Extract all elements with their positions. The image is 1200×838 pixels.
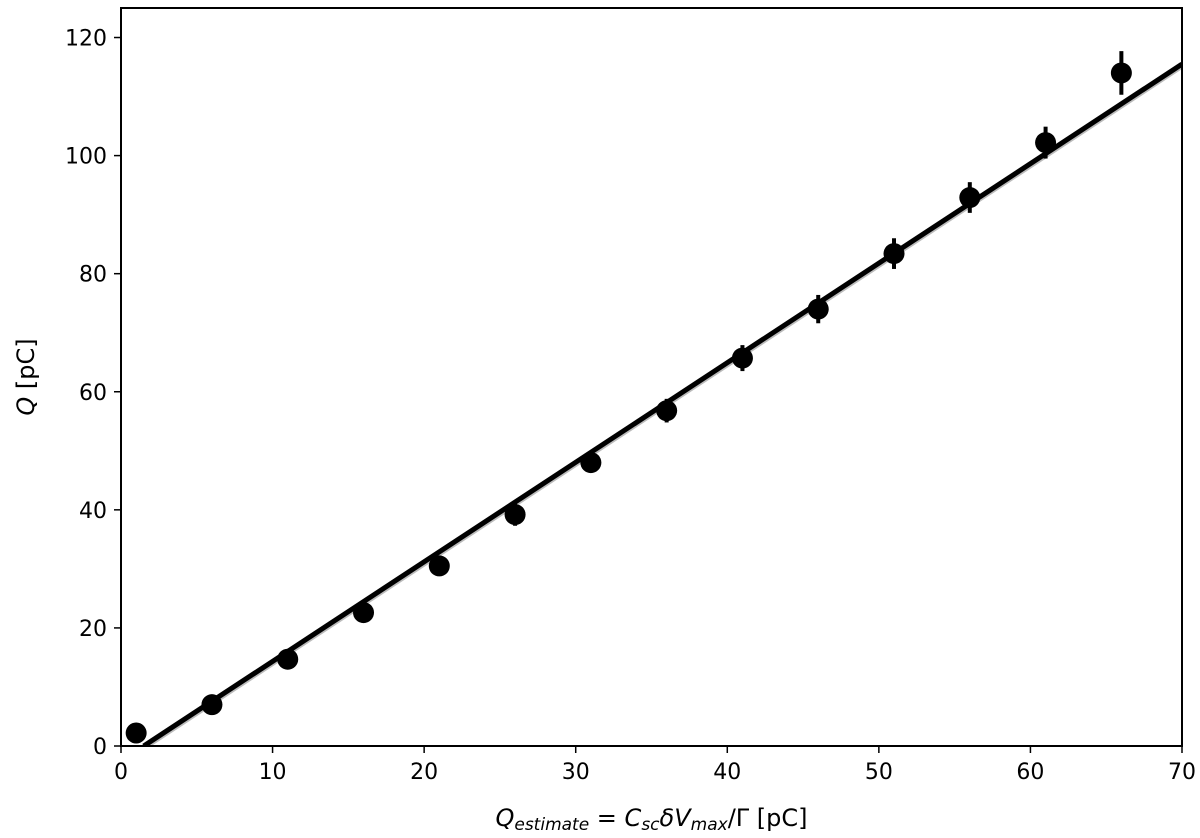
data-marker <box>504 504 526 526</box>
axes-frame <box>120 7 1183 747</box>
data-point <box>580 452 602 474</box>
data-marker <box>1110 62 1132 84</box>
data-point <box>201 694 223 716</box>
data-marker <box>428 555 450 577</box>
x-axis-ticks: 0 10 20 30 40 50 60 70 <box>114 746 1196 785</box>
axis-label-part: Q <box>12 397 40 416</box>
data-point <box>883 238 905 269</box>
x-tick-label: 0 <box>114 760 128 785</box>
data-point <box>504 503 526 526</box>
data-marker <box>959 187 981 209</box>
data-point <box>428 555 450 577</box>
data-marker <box>125 722 147 744</box>
y-tick-label: 20 <box>79 617 107 642</box>
y-tick-label: 40 <box>79 499 107 524</box>
plot-area <box>125 51 1182 746</box>
x-axis-label: Qestimate = CscδVmax/Γ [pC] <box>495 804 807 835</box>
axis-label-part: [pC] <box>12 338 40 396</box>
data-marker <box>277 648 299 670</box>
axis-label-part: Q <box>495 804 514 832</box>
data-marker <box>353 602 375 624</box>
x-tick-label: 10 <box>259 760 287 785</box>
axis-label-part: V <box>674 804 692 832</box>
axis-label-part: max <box>691 815 729 835</box>
data-marker <box>883 243 905 265</box>
data-point <box>1110 51 1132 95</box>
data-marker <box>580 452 602 474</box>
data-marker <box>656 400 678 422</box>
y-axis-ticks: 0 20 40 60 80 100 120 <box>65 27 121 760</box>
axis-label-part: /Γ <box>728 804 750 832</box>
axis-label-part: estimate <box>514 815 589 835</box>
axis-label-part: [pC] <box>749 804 807 832</box>
x-tick-label: 60 <box>1016 760 1044 785</box>
y-tick-label: 120 <box>65 27 107 52</box>
x-tick-label: 50 <box>865 760 893 785</box>
data-point <box>125 722 147 744</box>
y-tick-label: 0 <box>93 735 107 760</box>
y-tick-label: 100 <box>65 145 107 170</box>
axis-label-part: sc <box>641 815 660 835</box>
axis-label-part: C <box>625 804 642 832</box>
y-tick-label: 60 <box>79 381 107 406</box>
data-point <box>807 294 829 324</box>
plot-clip-group <box>125 51 1182 746</box>
x-tick-label: 70 <box>1168 760 1196 785</box>
y-axis-label: Q [pC] <box>12 338 40 415</box>
data-point <box>959 182 981 213</box>
x-tick-label: 20 <box>410 760 438 785</box>
y-tick-label: 80 <box>79 263 107 288</box>
data-point <box>656 398 678 423</box>
data-marker <box>201 694 223 716</box>
data-point <box>1035 126 1057 159</box>
data-marker <box>1035 132 1057 154</box>
data-marker <box>807 298 829 320</box>
x-tick-label: 30 <box>562 760 590 785</box>
axis-label-part: δ <box>660 804 675 832</box>
x-tick-label: 40 <box>713 760 741 785</box>
data-point <box>731 345 753 372</box>
data-point <box>353 602 375 624</box>
data-marker <box>731 347 753 369</box>
data-point <box>277 648 299 670</box>
axis-label-part: = <box>589 804 624 832</box>
